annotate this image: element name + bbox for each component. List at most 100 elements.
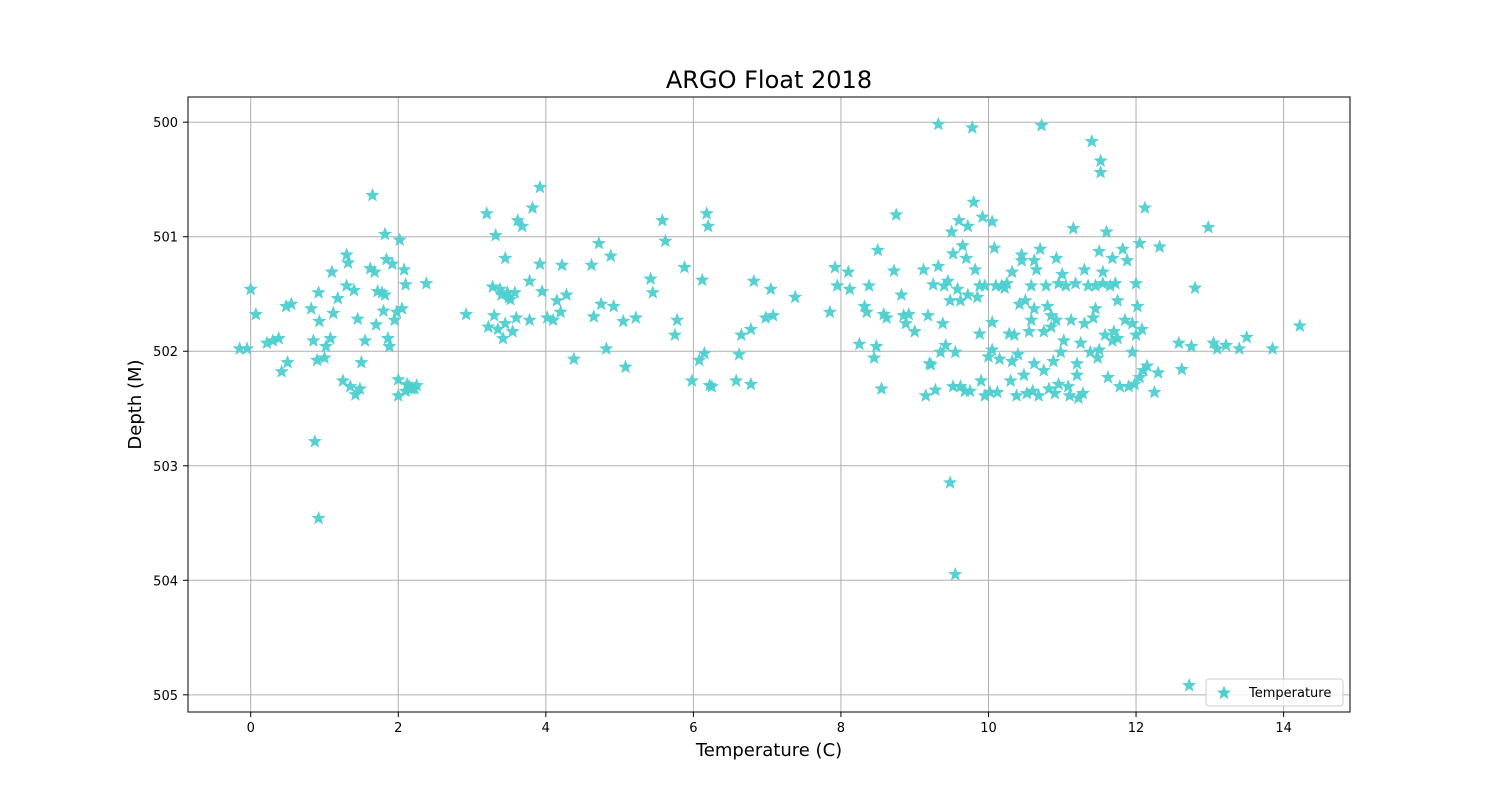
data-point <box>380 331 396 345</box>
data-point <box>510 213 525 227</box>
data-point <box>977 388 992 402</box>
data-point <box>1174 361 1189 376</box>
data-point <box>1077 262 1092 276</box>
data-point <box>343 379 358 393</box>
data-point <box>1051 276 1066 290</box>
data-point <box>734 327 749 342</box>
data-point <box>981 349 996 363</box>
data-point <box>1024 312 1039 327</box>
data-point <box>1038 278 1054 292</box>
data-point <box>1062 388 1077 402</box>
data-point <box>942 475 958 489</box>
data-point <box>1075 385 1091 400</box>
data-point <box>1093 164 1108 179</box>
data-point <box>861 278 877 292</box>
data-point <box>933 344 948 359</box>
data-point <box>667 327 683 342</box>
data-point <box>311 285 326 299</box>
data-point <box>1014 247 1029 261</box>
data-point <box>326 305 341 320</box>
data-point <box>972 278 987 292</box>
data-point <box>938 337 953 352</box>
data-point <box>618 359 633 374</box>
data-point <box>859 304 874 319</box>
data-point <box>1009 388 1024 402</box>
data-point <box>591 235 607 250</box>
data-point <box>731 347 747 361</box>
data-point <box>1033 241 1048 256</box>
data-point <box>763 281 778 296</box>
data-point <box>1058 278 1074 292</box>
data-point <box>382 339 397 353</box>
data-point <box>928 382 943 397</box>
data-point <box>1117 312 1133 327</box>
data-point <box>532 256 548 271</box>
data-point <box>481 319 496 334</box>
data-point <box>841 264 856 279</box>
data-point <box>985 214 1000 228</box>
data-point <box>507 285 522 299</box>
data-point <box>869 339 884 353</box>
data-point <box>391 388 406 402</box>
data-point <box>867 350 882 365</box>
plot-frame <box>187 96 1351 713</box>
data-point <box>312 313 327 328</box>
data-point <box>1027 356 1042 370</box>
data-point <box>259 335 275 350</box>
data-point <box>391 372 406 386</box>
data-point <box>265 333 280 347</box>
x-tick-label: 14 <box>1275 721 1292 736</box>
data-point <box>1018 293 1033 307</box>
y-tick-label: 501 <box>153 231 178 246</box>
data-point <box>509 310 524 324</box>
data-point <box>616 313 631 328</box>
data-point <box>348 387 363 401</box>
y-axis-title: Depth (M) <box>125 359 146 449</box>
data-point <box>1120 253 1135 267</box>
data-point <box>1121 379 1136 393</box>
y-tick-label: 503 <box>153 460 178 475</box>
data-point <box>606 298 621 313</box>
data-point <box>966 194 981 209</box>
y-tick-label: 500 <box>153 116 178 131</box>
data-point <box>1147 384 1162 399</box>
data-point <box>532 179 548 194</box>
data-point <box>594 296 609 311</box>
data-point <box>1068 276 1083 290</box>
data-point <box>522 312 537 327</box>
data-point <box>677 260 692 274</box>
data-point <box>944 224 959 239</box>
data-point <box>987 240 1002 255</box>
data-point <box>743 321 759 336</box>
data-point <box>896 308 911 322</box>
data-point <box>1088 278 1103 292</box>
data-point <box>409 377 424 392</box>
data-point <box>1187 280 1203 295</box>
data-point <box>1206 335 1221 350</box>
data-point <box>1110 331 1125 345</box>
data-point <box>1027 253 1042 267</box>
data-point <box>1049 312 1064 327</box>
data-point <box>988 278 1003 292</box>
data-point <box>1012 296 1027 311</box>
data-point <box>346 282 362 297</box>
data-point <box>498 316 513 330</box>
data-point <box>274 364 289 378</box>
legend-box <box>1205 678 1344 707</box>
data-point <box>1071 390 1086 405</box>
data-point <box>515 218 530 233</box>
data-point <box>701 218 716 233</box>
data-point <box>363 261 378 275</box>
data-point <box>309 352 325 367</box>
data-point <box>278 298 294 313</box>
data-point <box>870 242 885 257</box>
data-point <box>965 120 980 134</box>
data-point <box>746 273 762 288</box>
data-point <box>271 331 286 345</box>
data-point <box>920 308 936 322</box>
data-point <box>1115 241 1130 256</box>
data-point <box>1210 341 1225 355</box>
data-point <box>1073 335 1088 350</box>
data-point <box>758 310 773 324</box>
